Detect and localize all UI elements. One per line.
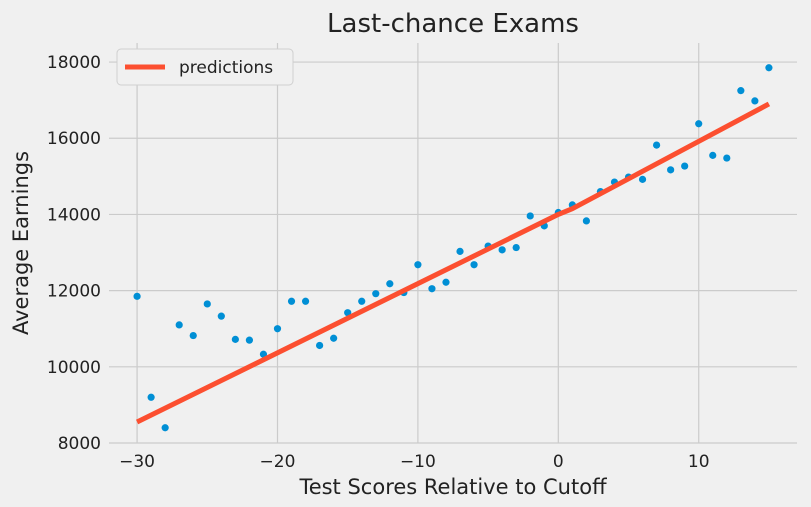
- y-tick-label: 18000: [47, 53, 101, 73]
- data-point: [414, 261, 422, 269]
- x-tick-label: 0: [553, 452, 564, 472]
- data-point: [442, 278, 450, 286]
- data-point: [273, 325, 282, 333]
- data-point: [695, 120, 703, 128]
- data-point: [582, 217, 590, 225]
- y-tick-label: 8000: [58, 434, 101, 454]
- data-point: [723, 154, 731, 162]
- data-point: [231, 335, 239, 343]
- plot-area: [109, 43, 797, 443]
- data-point: [667, 166, 675, 174]
- data-point: [245, 336, 254, 344]
- x-axis: −30 −20 −10 0 10: [119, 452, 709, 472]
- legend-label: predictions: [179, 58, 273, 78]
- x-tick-label: −10: [400, 452, 436, 472]
- data-point: [301, 297, 310, 305]
- y-tick-label: 16000: [47, 129, 101, 149]
- data-point: [203, 300, 211, 308]
- data-point: [737, 87, 745, 95]
- y-tick-label: 14000: [47, 205, 101, 225]
- data-point: [681, 162, 689, 170]
- data-point: [428, 285, 436, 293]
- data-point: [470, 261, 478, 269]
- data-point: [498, 246, 506, 254]
- data-point: [189, 331, 197, 340]
- data-point: [358, 297, 366, 305]
- grid: [109, 43, 797, 444]
- x-tick-label: −30: [119, 452, 155, 472]
- chart-title: Last-chance Exams: [327, 9, 579, 39]
- data-point: [372, 290, 380, 298]
- x-axis-label: Test Scores Relative to Cutoff: [298, 475, 607, 499]
- data-point: [386, 280, 394, 288]
- data-point: [512, 243, 520, 252]
- data-point: [709, 151, 717, 159]
- data-point: [316, 341, 324, 350]
- data-point: [765, 64, 773, 72]
- data-point: [751, 97, 759, 105]
- data-point: [456, 247, 464, 255]
- legend-box: [116, 48, 294, 86]
- x-tick-label: −20: [260, 452, 296, 472]
- data-point: [175, 321, 183, 329]
- y-axis-label: Average Earnings: [9, 151, 33, 335]
- scatter-series: [133, 64, 773, 432]
- data-point: [652, 141, 661, 149]
- data-point: [147, 393, 155, 401]
- data-point: [259, 350, 268, 358]
- data-point: [161, 424, 169, 432]
- y-tick-label: 12000: [47, 282, 101, 302]
- data-point: [217, 312, 225, 320]
- y-tick-label: 10000: [47, 358, 101, 378]
- data-point: [344, 309, 352, 317]
- legend: predictions: [116, 48, 294, 86]
- data-point: [638, 175, 647, 183]
- x-tick-label: 10: [688, 452, 710, 472]
- y-axis: 8000 10000 12000 14000 16000 18000: [47, 53, 101, 454]
- data-point: [133, 292, 141, 300]
- data-point: [330, 334, 338, 342]
- data-point: [287, 297, 296, 305]
- predictions-series: [135, 101, 771, 425]
- predictions-line: [135, 101, 771, 425]
- data-point: [526, 212, 534, 220]
